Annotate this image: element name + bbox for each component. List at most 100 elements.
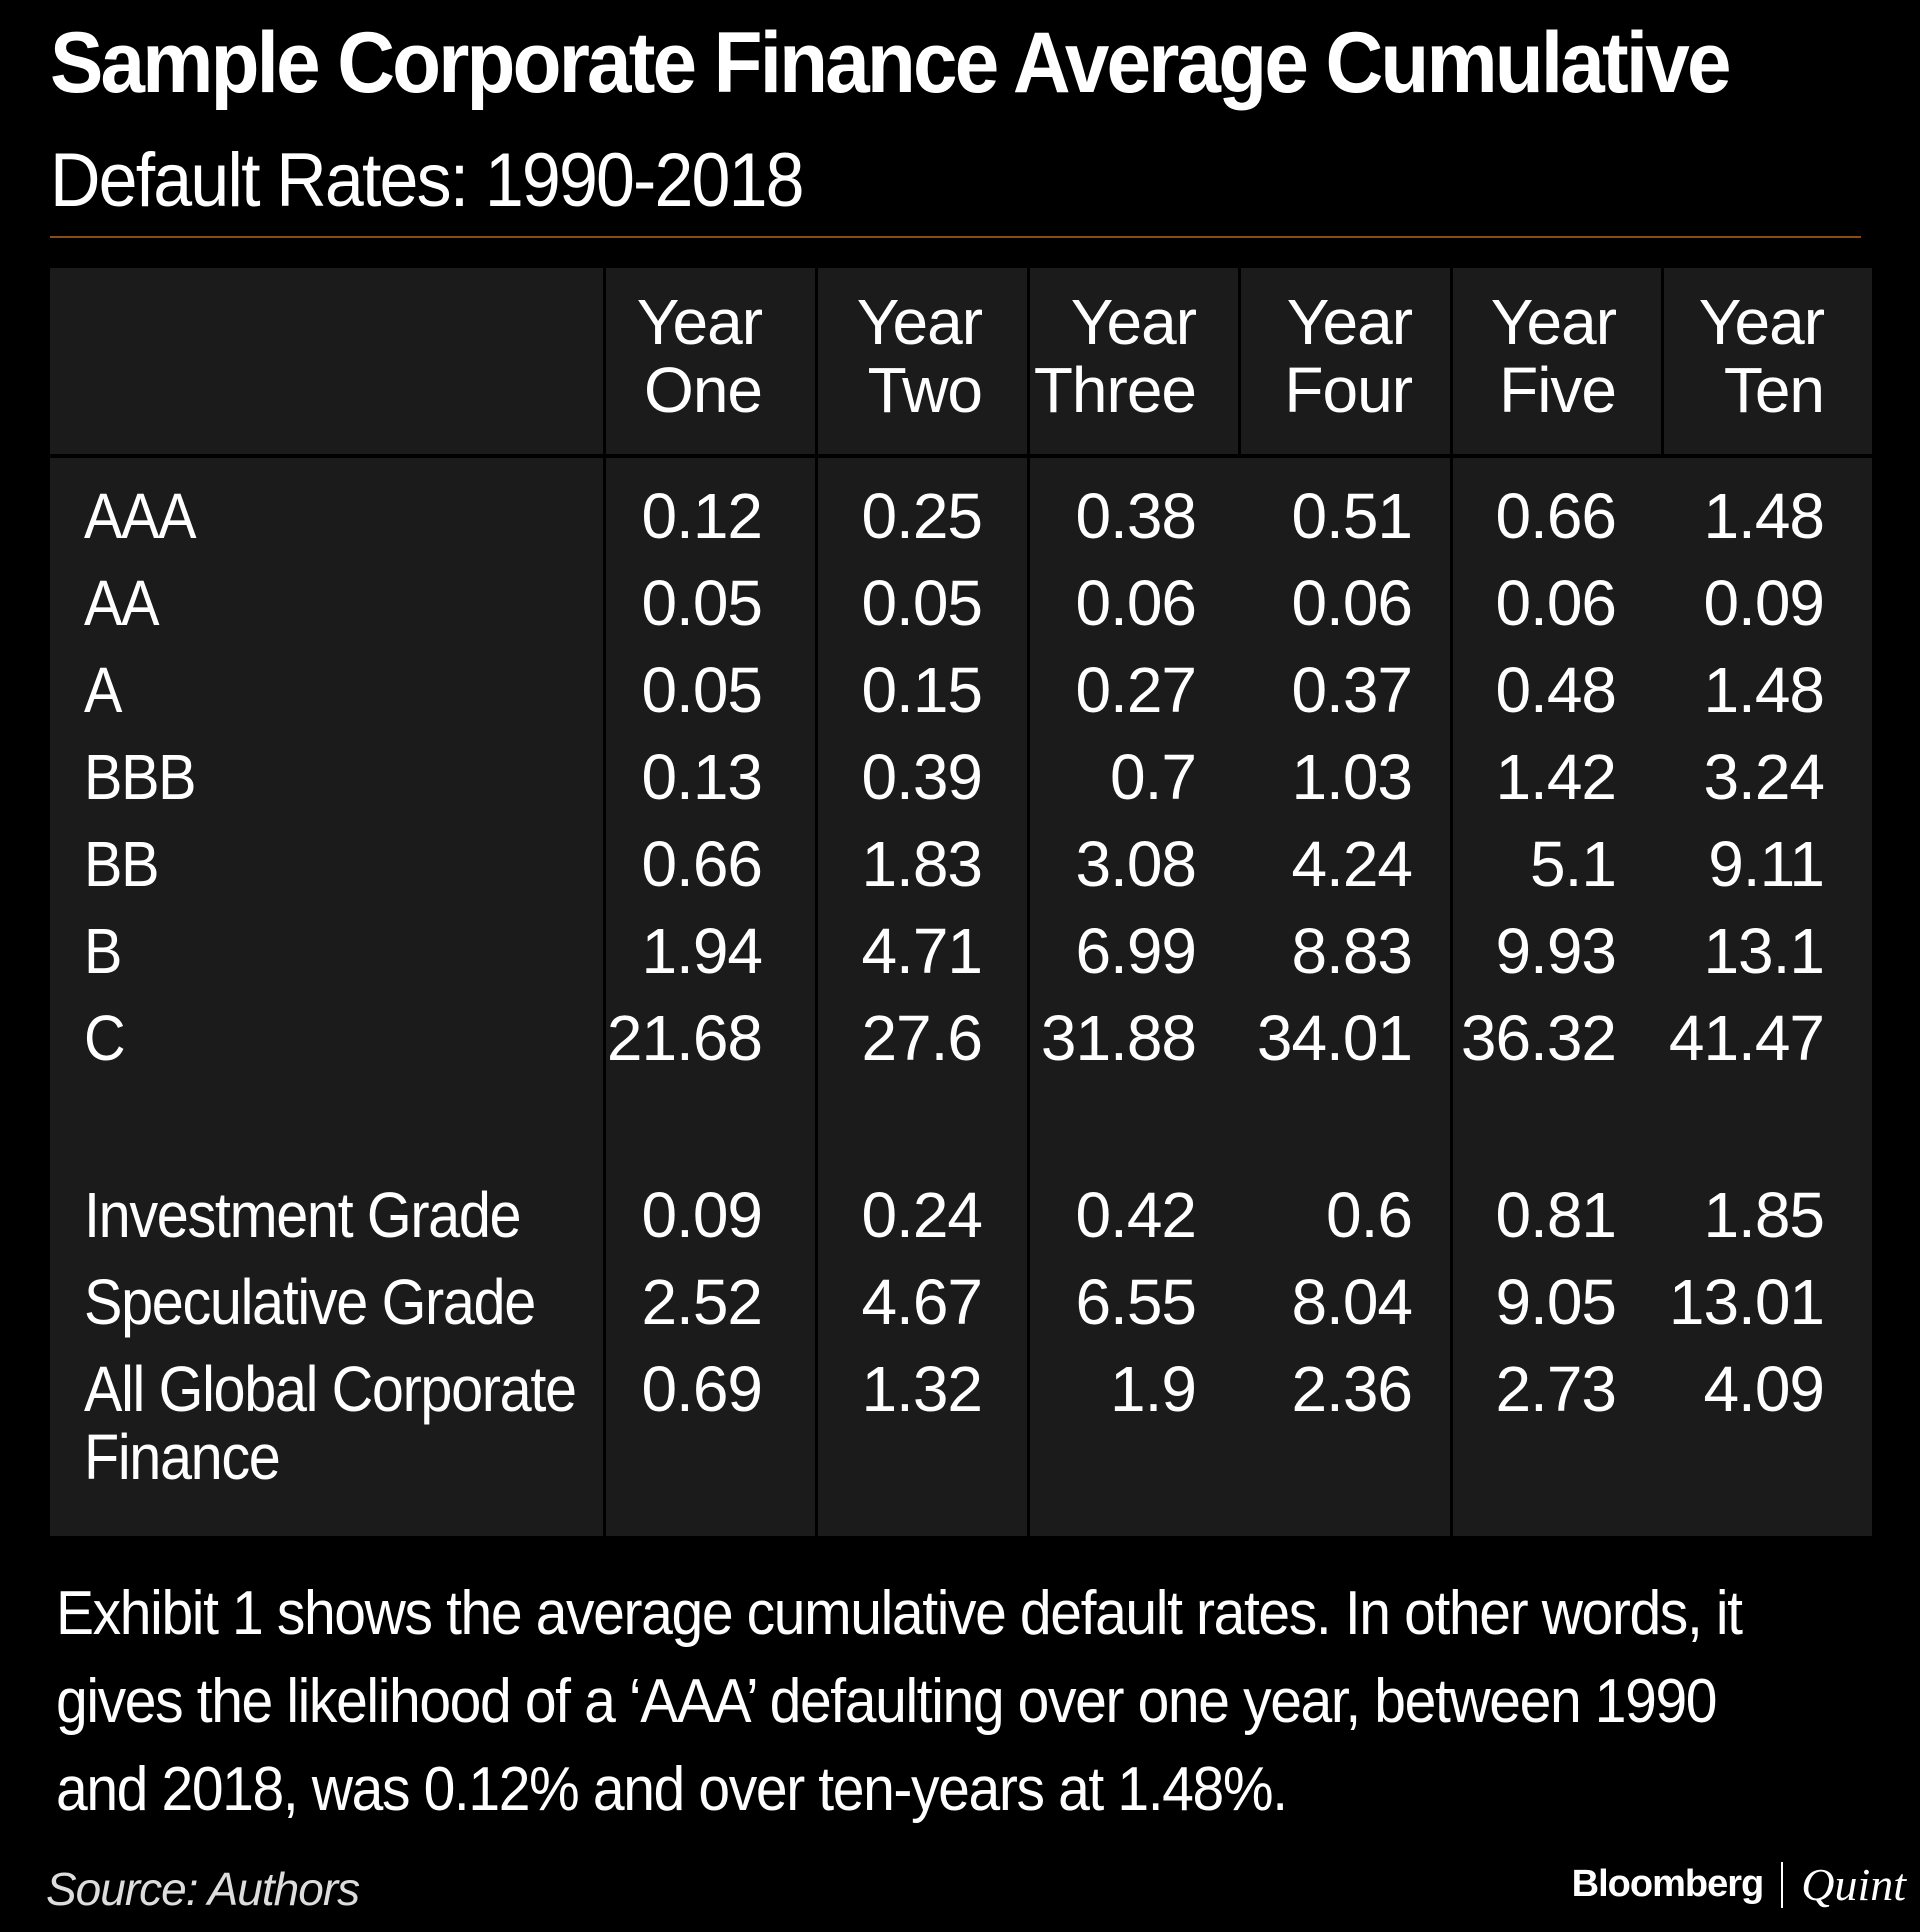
column-header-line1: Year xyxy=(1070,286,1197,358)
table-cell: 4.67 xyxy=(861,1266,983,1338)
table-cell: 0.05 xyxy=(861,567,983,639)
row-label-continued: Finance xyxy=(84,1421,281,1493)
header-divider xyxy=(50,454,1872,458)
chart-title: Sample Corporate Finance Average Cumulat… xyxy=(50,15,1731,111)
table-cell: 4.24 xyxy=(1291,828,1413,900)
row-label: B xyxy=(84,915,122,987)
column-header-line2: Five xyxy=(1499,354,1617,426)
column-header-line2: Two xyxy=(867,354,983,426)
table-cell: 9.93 xyxy=(1495,915,1617,987)
column-header: Year Five xyxy=(1416,286,1617,428)
column-header-line2: One xyxy=(644,354,763,426)
table-cell: 3.08 xyxy=(1075,828,1197,900)
table-cell: 1.94 xyxy=(641,915,763,987)
table-cell: 0.66 xyxy=(1495,480,1617,552)
title-rule xyxy=(50,236,1861,238)
table-cell: 2.36 xyxy=(1291,1353,1413,1425)
row-label: All Global Corporate xyxy=(84,1353,577,1425)
row-label: BB xyxy=(84,828,159,900)
table-cell: 1.48 xyxy=(1703,654,1825,726)
table-cell: 0.15 xyxy=(861,654,983,726)
table-cell: 1.32 xyxy=(861,1353,983,1425)
column-header-line2: Three xyxy=(1033,354,1197,426)
brand-bloomberg: Bloomberg xyxy=(1571,1863,1765,1905)
row-label: Speculative Grade xyxy=(84,1266,536,1338)
table-cell: 0.06 xyxy=(1291,567,1413,639)
column-header: Year Ten xyxy=(1624,286,1825,428)
brand-quint: Quint xyxy=(1801,1859,1906,1910)
table-cell: 0.25 xyxy=(861,480,983,552)
table-cell: 6.55 xyxy=(1075,1266,1197,1338)
column-separator xyxy=(1238,268,1241,454)
column-header-line1: Year xyxy=(1286,286,1413,358)
table-cell: 0.66 xyxy=(641,828,763,900)
table-cell: 0.24 xyxy=(861,1179,983,1251)
table-cell: 36.32 xyxy=(1460,1002,1617,1074)
column-header-line2: Ten xyxy=(1723,354,1825,426)
table-cell: 9.11 xyxy=(1708,828,1825,900)
column-separator xyxy=(815,268,818,1536)
source-label: Source: Authors xyxy=(46,1863,360,1915)
column-separator xyxy=(1027,268,1030,1536)
table-cell: 0.05 xyxy=(641,654,763,726)
table-cell: 0.06 xyxy=(1075,567,1197,639)
table-cell: 31.88 xyxy=(1040,1002,1197,1074)
table-panel xyxy=(50,268,1872,1536)
table-cell: 41.47 xyxy=(1668,1002,1825,1074)
table-cell: 0.37 xyxy=(1291,654,1413,726)
table-cell: 3.24 xyxy=(1703,741,1825,813)
table-cell: 0.13 xyxy=(641,741,763,813)
column-header: Year Two xyxy=(782,286,983,428)
table-cell: 0.09 xyxy=(1703,567,1825,639)
row-label: Investment Grade xyxy=(84,1179,522,1251)
table-cell: 5.1 xyxy=(1530,828,1617,900)
table-cell: 4.71 xyxy=(861,915,983,987)
table-cell: 6.99 xyxy=(1075,915,1197,987)
table-cell: 2.52 xyxy=(641,1266,763,1338)
column-separator xyxy=(1450,268,1453,1536)
table-cell: 4.09 xyxy=(1703,1353,1825,1425)
table-cell: 13.01 xyxy=(1668,1266,1825,1338)
table-cell: 0.12 xyxy=(641,480,763,552)
row-label: A xyxy=(84,654,122,726)
table-cell: 1.9 xyxy=(1110,1353,1197,1425)
table-cell: 8.83 xyxy=(1291,915,1413,987)
table-cell: 0.69 xyxy=(641,1353,763,1425)
table-cell: 1.83 xyxy=(861,828,983,900)
table-cell: 27.6 xyxy=(861,1002,983,1074)
column-header: Year Three xyxy=(996,286,1197,428)
table-cell: 1.48 xyxy=(1703,480,1825,552)
column-header-line1: Year xyxy=(636,286,763,358)
table-cell: 9.05 xyxy=(1495,1266,1617,1338)
column-header: Year One xyxy=(562,286,763,428)
table-cell: 0.48 xyxy=(1495,654,1617,726)
table-cell: 0.7 xyxy=(1110,741,1197,813)
table-cell: 1.85 xyxy=(1703,1179,1825,1251)
exhibit-note: Exhibit 1 shows the average cumulative d… xyxy=(56,1579,1743,1824)
table-cell: 0.05 xyxy=(641,567,763,639)
brand-logo: Bloomberg Quint xyxy=(1572,1858,1906,1911)
column-header-line1: Year xyxy=(1490,286,1617,358)
table-cell: 0.09 xyxy=(641,1179,763,1251)
row-label: C xyxy=(84,1002,126,1074)
column-header: Year Four xyxy=(1212,286,1413,428)
table-cell: 8.04 xyxy=(1291,1266,1413,1338)
table-cell: 1.03 xyxy=(1291,741,1413,813)
brand-separator xyxy=(1781,1861,1784,1908)
table-cell: 2.73 xyxy=(1495,1353,1617,1425)
table-cell: 0.81 xyxy=(1495,1179,1617,1251)
row-label: AAA xyxy=(84,480,197,552)
table-cell: 21.68 xyxy=(606,1002,763,1074)
chart-subtitle: Default Rates: 1990-2018 xyxy=(50,138,805,223)
table-cell: 0.42 xyxy=(1075,1179,1197,1251)
table-cell: 0.39 xyxy=(861,741,983,813)
table-cell: 0.27 xyxy=(1075,654,1197,726)
column-header-line1: Year xyxy=(1698,286,1825,358)
table-cell: 0.51 xyxy=(1291,480,1413,552)
column-header-line2: Four xyxy=(1284,354,1413,426)
column-header-line1: Year xyxy=(856,286,983,358)
table-cell: 0.6 xyxy=(1326,1179,1413,1251)
column-separator xyxy=(603,268,606,1536)
row-label: BBB xyxy=(84,741,197,813)
row-label: AA xyxy=(84,567,159,639)
